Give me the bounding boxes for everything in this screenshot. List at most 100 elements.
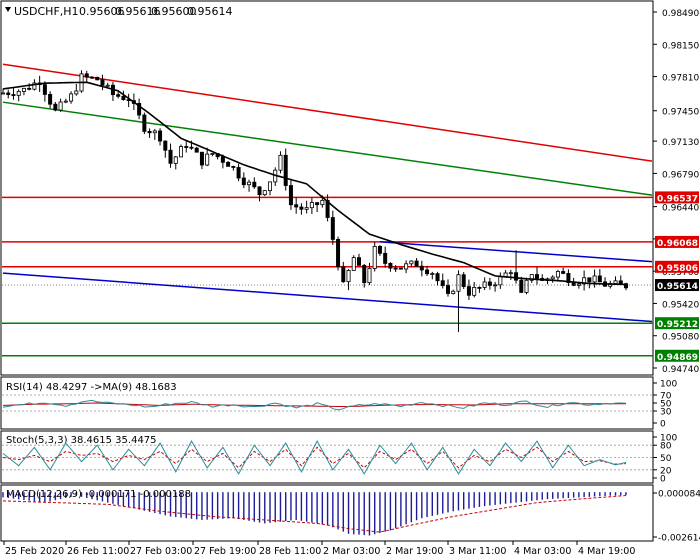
candle-body (576, 283, 581, 286)
stochastic-signal-line (2, 446, 627, 469)
candle-body (597, 275, 602, 283)
rsi-pane[interactable]: RSI(14) 48.4297 ->MA(9) 48.1683 100 70503… (0, 376, 677, 430)
rsi-tick-label: 0 (660, 420, 666, 430)
candle-body (404, 263, 409, 270)
candle-body (121, 95, 126, 101)
macd-axis: 0.000084 -0.002614 (653, 490, 700, 544)
candle-body (383, 252, 388, 264)
price-tick-label: 0.94740 (662, 365, 699, 375)
candle-body (199, 151, 204, 166)
candle-body (247, 181, 252, 186)
candle-body (163, 140, 168, 151)
candle-body (346, 270, 351, 283)
candle-body (11, 94, 16, 96)
candle-body (168, 149, 173, 164)
candle-body (477, 286, 482, 289)
time-tick-label: 2 Mar 19:00 (386, 546, 443, 557)
stoch-tick-label: 80 (660, 442, 672, 452)
price-level-tag-label: 0.95806 (657, 264, 698, 274)
candle-body (336, 239, 341, 268)
candle-body (74, 90, 79, 95)
candle-body (456, 274, 461, 292)
price-tick-label: 0.97130 (662, 138, 699, 148)
candle-body (592, 275, 597, 283)
candle-body (388, 263, 393, 269)
candle-body (299, 206, 304, 210)
candle-body (351, 257, 356, 271)
price-pane[interactable]: USDCHF,H1 0.95606 0.95616 0.95600 0.9561… (0, 0, 699, 376)
time-tick-label: 4 Mar 19:00 (578, 546, 635, 557)
stochastic-main-line (2, 440, 627, 475)
candle-body (325, 199, 330, 218)
stoch-tick-label: 50 (660, 454, 672, 464)
candle-body (53, 103, 58, 111)
candle-body (48, 93, 53, 105)
candle-body (189, 146, 194, 149)
candle-body (582, 277, 587, 285)
time-tick-label: 2 Mar 03:00 (323, 546, 380, 557)
candle-body (58, 101, 63, 111)
ohlc-open: 0.95606 (79, 5, 125, 18)
rsi-tick-label: 30 (660, 408, 672, 418)
stoch-tick-label: 20 (660, 466, 672, 476)
candle-body (624, 283, 629, 289)
candle-body (487, 281, 492, 286)
candle-body (320, 199, 325, 206)
macd-signal-line (2, 495, 627, 533)
candle-body (367, 268, 372, 284)
price-tick-label: 0.95760 (662, 268, 699, 278)
symbol-label: USDCHF,H1 (14, 5, 79, 18)
candle-body (362, 264, 367, 284)
candle-body (613, 280, 618, 284)
price-tags: 0.96537 0.96068 0.95806 0.95212 0.94869 0.956… (2, 191, 699, 363)
candle-body (16, 91, 21, 96)
candle-body (210, 153, 215, 155)
price-level-tag (655, 260, 699, 273)
stochastic-label: Stoch(5,3,3) 38.4615 35.4475 (6, 435, 157, 446)
price-level-tag-label: 0.96537 (657, 194, 698, 204)
candle-body (21, 87, 26, 92)
candle-body (63, 100, 68, 103)
candle-body (267, 181, 272, 192)
ohlc-low: 0.95600 (151, 5, 197, 18)
candle-body (257, 186, 262, 196)
candle-body (356, 257, 361, 266)
candle-body (372, 246, 377, 269)
candle-body (90, 76, 95, 79)
candle-body (116, 94, 121, 97)
rsi-tick-label: 100 (660, 380, 677, 390)
candle-body (524, 279, 529, 293)
moving-average-line (2, 81, 627, 286)
candle-body (440, 280, 445, 286)
macd-histogram (2, 492, 627, 536)
time-axis: 25 Feb 2020 26 Feb 11:00 27 Feb 03:00 27 Fe… (3, 541, 635, 557)
candle-body (330, 217, 335, 240)
rsi-line (2, 399, 627, 411)
price-level-tag (655, 235, 699, 248)
candle-body (137, 103, 142, 116)
candle-body (84, 73, 89, 78)
candle-body (555, 271, 560, 278)
candle-body (550, 276, 555, 280)
macd-pane[interactable]: MACD(12,26,9) -0.000171 -0.000188 0.0000… (0, 484, 700, 544)
candle-body (105, 84, 110, 87)
candle-body (466, 286, 471, 296)
candle-body (178, 146, 183, 158)
price-level-tag (655, 349, 699, 362)
candle-body (173, 156, 178, 164)
price-tick-label: 0.97810 (662, 74, 699, 84)
candle-body (231, 165, 236, 168)
candle-body (618, 280, 623, 285)
price-pane-frame (0, 0, 654, 376)
time-tick-label: 25 Feb 2020 (5, 546, 64, 557)
price-level-tag (655, 317, 699, 330)
price-level-tag-label: 0.94869 (657, 353, 698, 363)
candles (0, 70, 629, 332)
price-tick-label: 0.98490 (662, 9, 699, 19)
rsi-tick-label: 50 (660, 400, 672, 410)
candle-body (414, 260, 419, 267)
macd-tick-label: -0.002614 (658, 534, 700, 544)
